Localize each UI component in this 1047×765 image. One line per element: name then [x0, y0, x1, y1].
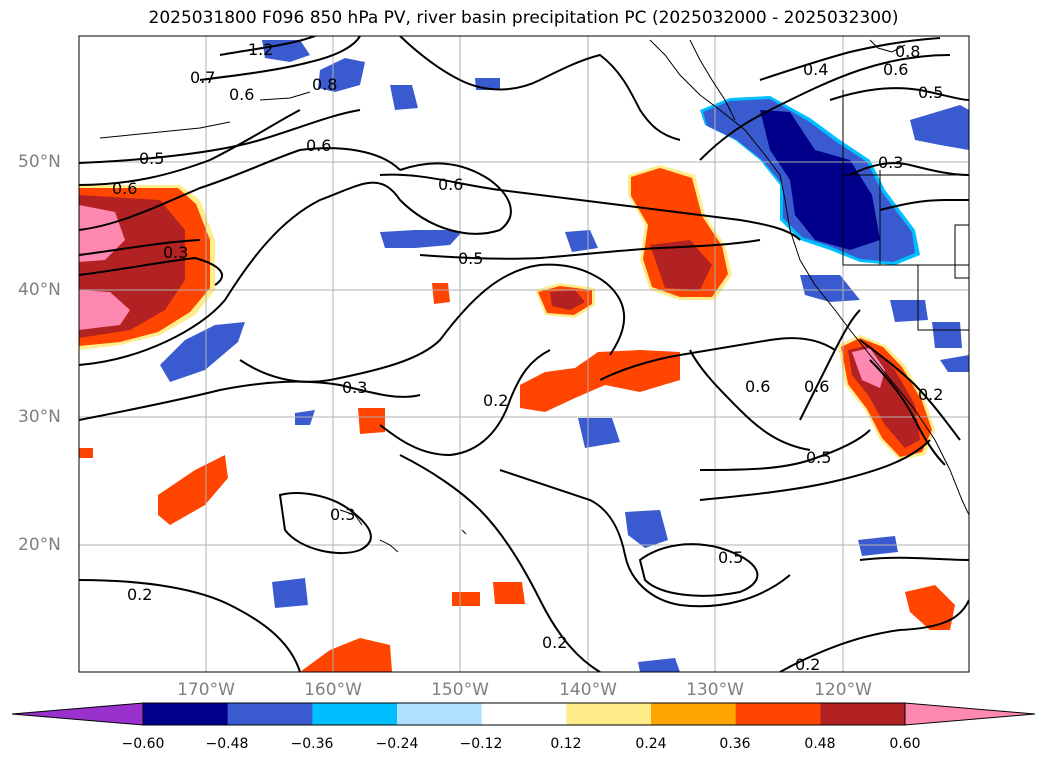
svg-text:0.7: 0.7 — [190, 68, 215, 87]
svg-text:0.5: 0.5 — [806, 448, 831, 467]
colorbar-tick: 0.48 — [804, 736, 836, 752]
colorbar-segment — [227, 703, 313, 725]
svg-text:0.3: 0.3 — [163, 243, 188, 262]
svg-text:0.5: 0.5 — [718, 548, 743, 567]
lon-label-150w: 150°W — [431, 680, 489, 700]
svg-text:0.3: 0.3 — [342, 378, 367, 397]
colorbar-segment — [566, 703, 652, 725]
svg-text:0.6: 0.6 — [745, 377, 770, 396]
precip-warm-central — [79, 165, 955, 672]
colorbar-tick: −0.60 — [121, 736, 165, 752]
svg-text:0.8: 0.8 — [895, 42, 920, 61]
map-frame — [78, 35, 970, 673]
map-panel: 1.2 0.7 0.6 0.8 0.6 0.5 0.6 0.6 0.3 0.5 … — [78, 35, 970, 674]
contour-labels: 1.2 0.7 0.6 0.8 0.6 0.5 0.6 0.6 0.3 0.5 … — [112, 40, 943, 674]
lat-label-50n: 50°N — [18, 152, 61, 172]
svg-text:0.6: 0.6 — [804, 377, 829, 396]
svg-text:0.6: 0.6 — [229, 85, 254, 104]
svg-text:0.6: 0.6 — [306, 136, 331, 155]
svg-text:0.4: 0.4 — [803, 60, 828, 79]
svg-text:0.2: 0.2 — [483, 391, 508, 410]
lon-label-160w: 160°W — [304, 680, 362, 700]
lon-label-140w: 140°W — [559, 680, 617, 700]
svg-text:0.6: 0.6 — [112, 179, 137, 198]
colorbar-extend-high — [904, 702, 1036, 726]
colorbar-tick: −0.36 — [290, 736, 334, 752]
svg-text:1.2: 1.2 — [248, 40, 273, 59]
precip-cool-pnw — [700, 96, 969, 348]
svg-text:0.8: 0.8 — [312, 75, 337, 94]
svg-text:0.5: 0.5 — [918, 83, 943, 102]
lat-label-30n: 30°N — [18, 407, 61, 427]
precip-cool-pacific — [160, 40, 969, 672]
colorbar-tick: 0.24 — [635, 736, 667, 752]
precip-warm-west — [79, 185, 215, 350]
colorbar-segment — [143, 703, 229, 725]
lon-label-120w: 120°W — [814, 680, 872, 700]
colorbar-tick: 0.60 — [889, 736, 921, 752]
svg-text:0.6: 0.6 — [438, 175, 463, 194]
svg-text:0.6: 0.6 — [883, 60, 908, 79]
graticule — [79, 36, 969, 672]
coastlines — [99, 39, 969, 553]
colorbar-segment — [481, 703, 567, 725]
lon-label-170w: 170°W — [177, 680, 235, 700]
svg-text:0.3: 0.3 — [330, 505, 355, 524]
colorbar-segment — [651, 703, 737, 725]
colorbar-extend-low — [11, 702, 144, 726]
map-title: 2025031800 F096 850 hPa PV, river basin … — [148, 8, 899, 28]
colorbar-segment — [820, 703, 906, 725]
svg-text:0.2: 0.2 — [542, 633, 567, 652]
colorbar-tick: 0.36 — [719, 736, 751, 752]
colorbar-segment — [312, 703, 398, 725]
lon-label-130w: 130°W — [686, 680, 744, 700]
colorbar-segment — [397, 703, 483, 725]
colorbar-segment — [735, 703, 821, 725]
colorbar-tick: −0.24 — [375, 736, 419, 752]
colorbar-tick: −0.12 — [459, 736, 503, 752]
svg-text:0.3: 0.3 — [878, 153, 903, 172]
svg-text:0.2: 0.2 — [795, 655, 820, 674]
precip-warm-california — [838, 335, 935, 460]
svg-text:0.2: 0.2 — [127, 585, 152, 604]
lat-label-20n: 20°N — [18, 535, 61, 555]
svg-text:0.5: 0.5 — [139, 149, 164, 168]
colorbar-tick: −0.48 — [205, 736, 249, 752]
svg-text:0.5: 0.5 — [458, 249, 483, 268]
lat-label-40n: 40°N — [18, 280, 61, 300]
svg-text:0.2: 0.2 — [918, 385, 943, 404]
colorbar-tick: 0.12 — [550, 736, 582, 752]
pv-contours — [79, 36, 969, 672]
